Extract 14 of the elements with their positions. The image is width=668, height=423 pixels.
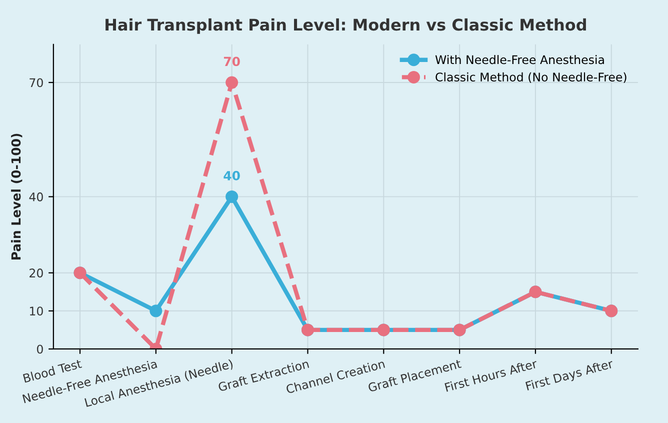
point <box>226 190 238 203</box>
data-label: 40 <box>224 170 240 180</box>
y-tick-label: 20 <box>30 268 43 278</box>
legend-label: With Needle-Free Anesthesia <box>435 55 604 64</box>
data-label: 70 <box>224 56 240 66</box>
point <box>150 304 162 318</box>
y-tick-label: 40 <box>29 192 43 202</box>
y-axis-title: Pain Level (0-100) <box>11 134 22 260</box>
y-tick-label: 0 <box>36 344 43 354</box>
chart-title: Hair Transplant Pain Level: Modern vs Classic Method <box>106 18 586 34</box>
y-tick-label: 70 <box>30 78 43 88</box>
y-tick-label: 10 <box>30 306 43 316</box>
point <box>226 76 238 89</box>
legend-label: Classic Method (No Needle-Free) <box>436 72 626 83</box>
